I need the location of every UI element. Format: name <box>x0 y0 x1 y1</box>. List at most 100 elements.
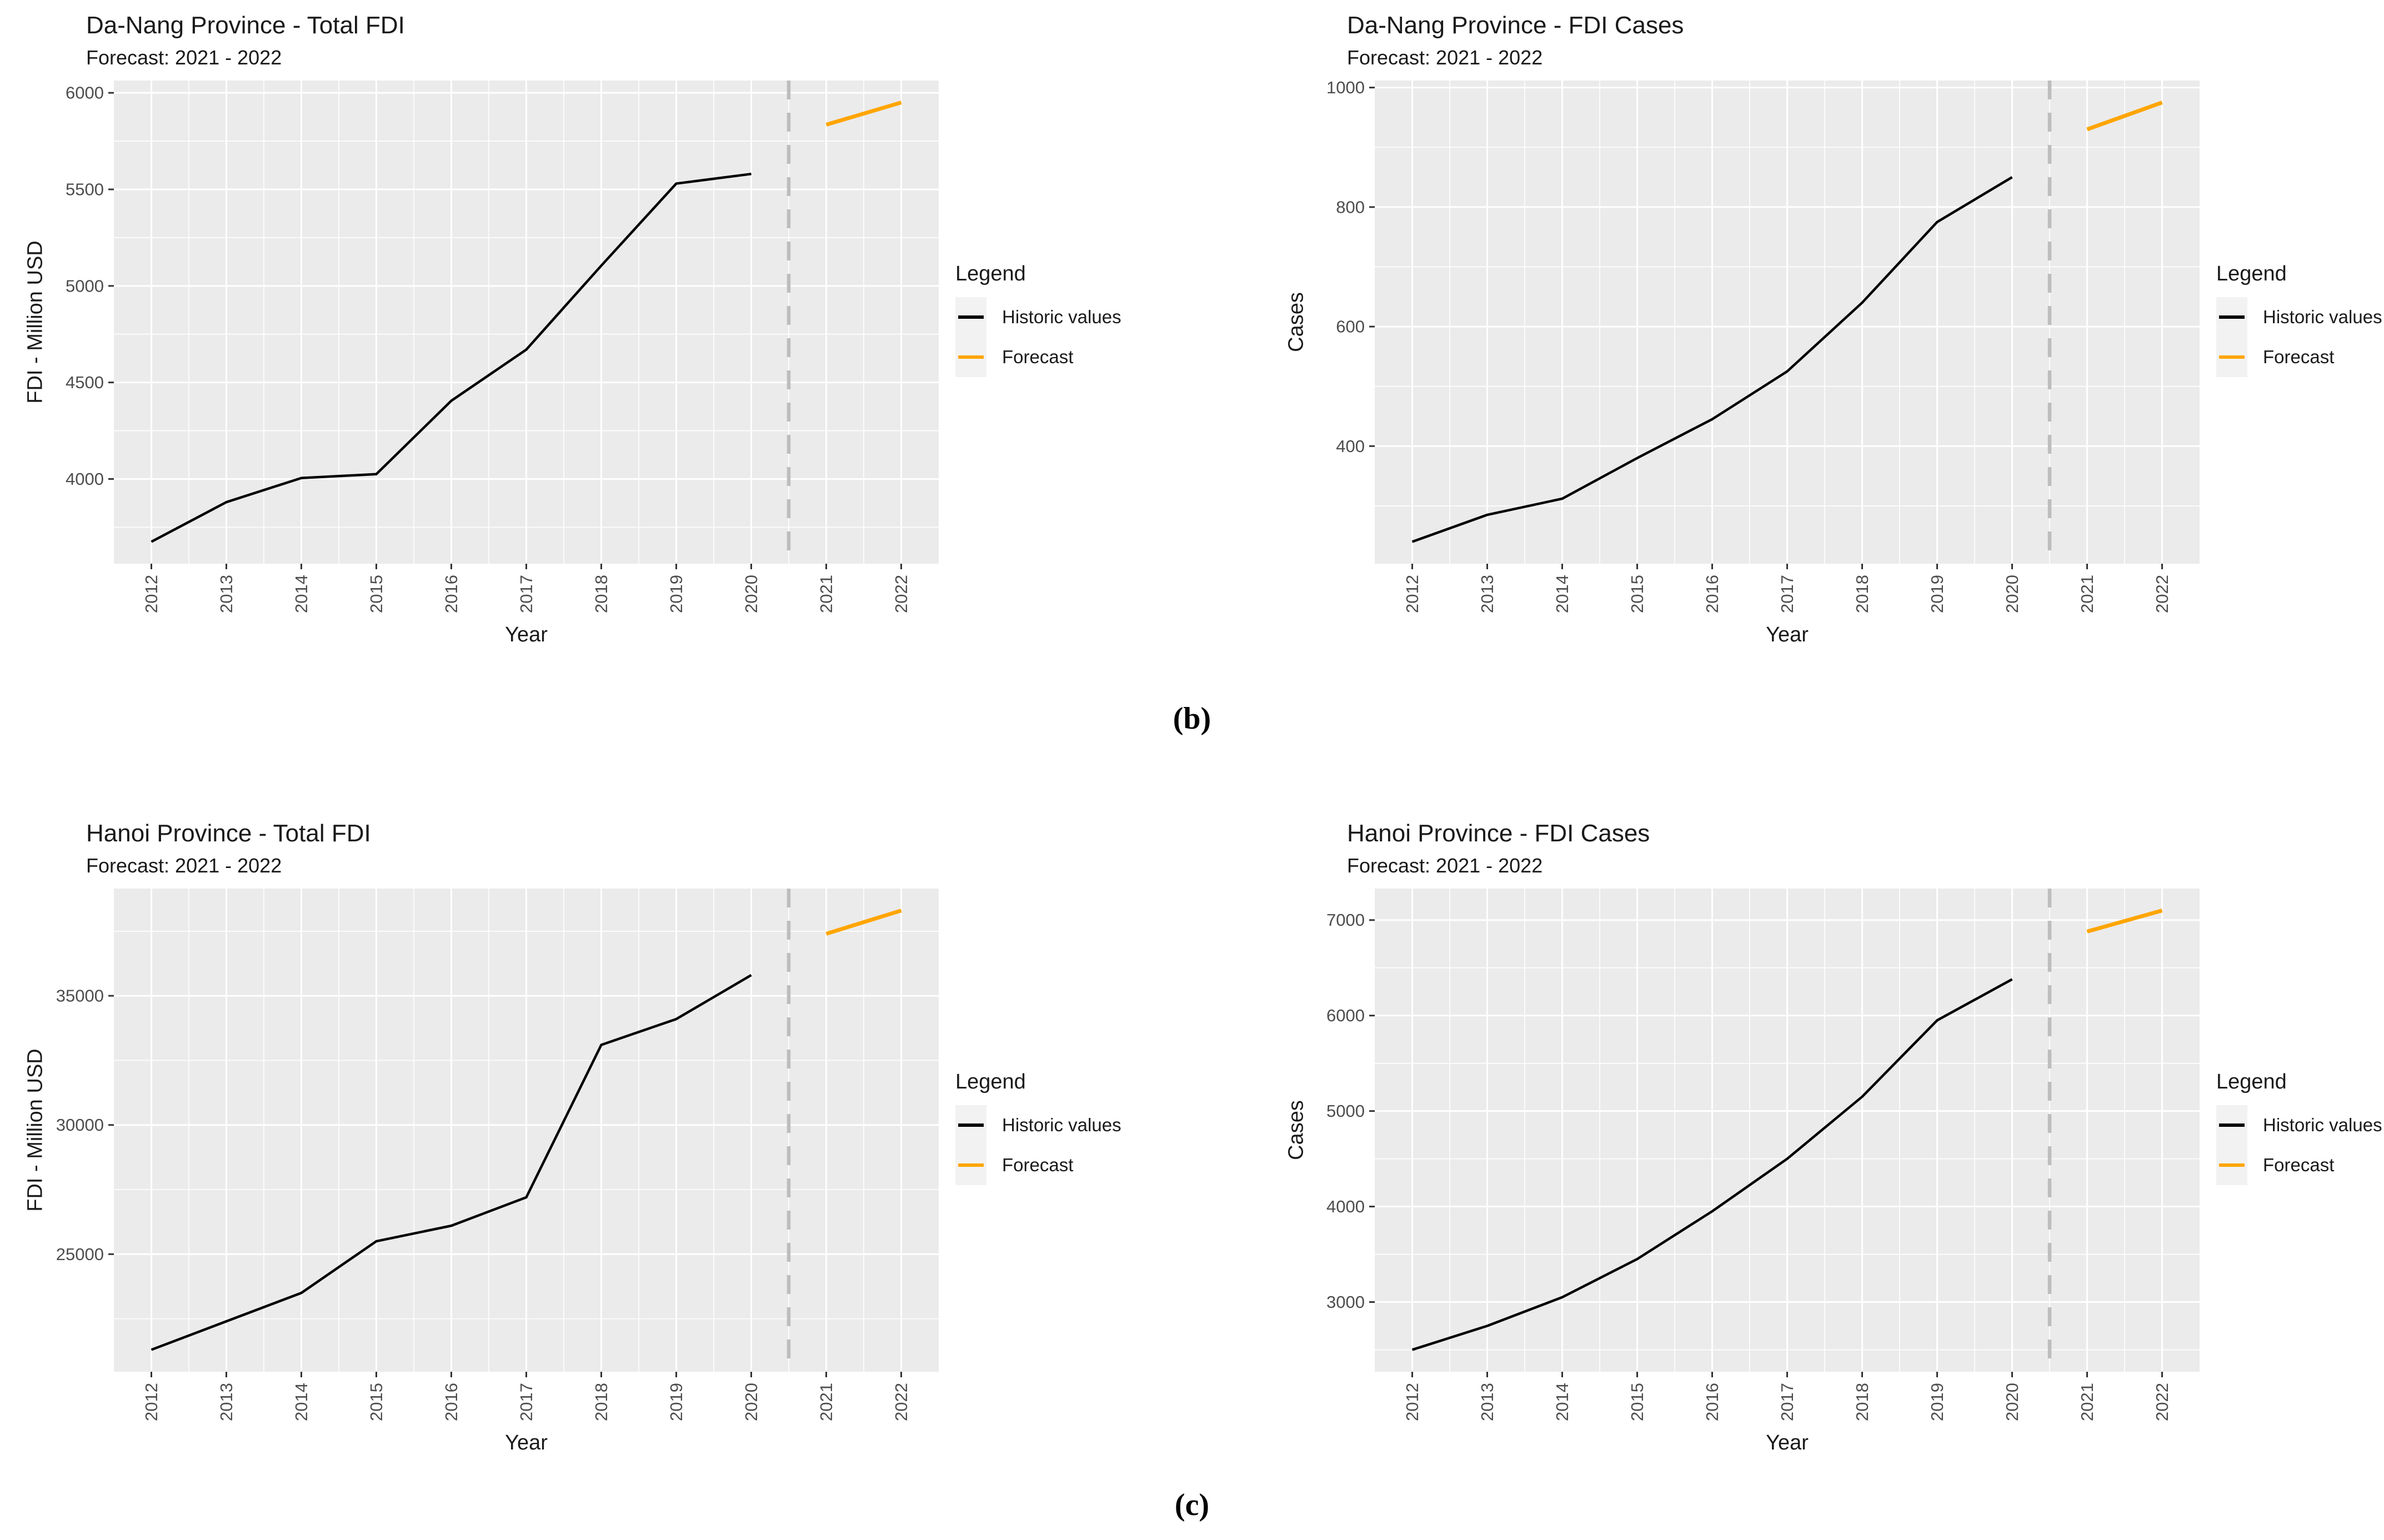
x-axis-title: Year <box>1766 1431 1809 1454</box>
chart-hanoi-total-fdi: 2012 2013 2014 2015 2016 2017 2018 2019 2020 2021… <box>17 814 1211 1469</box>
legend: Legend Historic values Forecast <box>2216 262 2384 377</box>
x-tick-label: 2017 <box>517 575 536 613</box>
historic-line-key <box>955 1105 986 1145</box>
legend-item-historic: Historic values <box>955 1105 1205 1145</box>
y-tick-label: 6000 <box>66 83 104 103</box>
chart-subtitle: Forecast: 2021 - 2022 <box>1347 46 1543 69</box>
figure-label-c: (c) <box>1174 1488 1210 1522</box>
historic-key-line-icon <box>958 315 984 319</box>
legend-keys: Historic values Forecast <box>955 297 1205 377</box>
y-tick-label: 5000 <box>66 276 104 295</box>
x-tick-label: 2018 <box>1852 575 1872 613</box>
historic-line <box>1411 176 2013 543</box>
x-tick-label: 2019 <box>667 1383 686 1421</box>
x-tick-label: 2016 <box>442 575 461 613</box>
legend: Legend Historic values Forecast <box>2216 1070 2384 1185</box>
legend-label: Forecast <box>1002 1155 1074 1175</box>
x-tick-label: 2012 <box>1403 1383 1422 1421</box>
x-tick-label: 2017 <box>517 1383 536 1421</box>
x-tick-label: 2012 <box>142 575 161 613</box>
chart-subtitle: Forecast: 2021 - 2022 <box>1347 854 1543 877</box>
danang-total-fdi-plot: 2012 2013 2014 2015 2016 2017 2018 2019 2020 2021… <box>66 81 939 613</box>
chart-title: Hanoi Province - Total FDI <box>86 820 371 847</box>
y-tick-label: 1000 <box>1326 78 1365 97</box>
legend: Legend Historic values Forecast <box>955 1070 1205 1185</box>
legend-keys: Historic values Forecast <box>955 1105 1205 1185</box>
x-axis-title: Year <box>505 623 548 646</box>
y-tick-label: 600 <box>1336 317 1365 337</box>
x-tick-label: 2014 <box>292 1383 311 1421</box>
x-tick-label: 2020 <box>2002 1383 2022 1421</box>
x-tick-label: 2013 <box>1478 575 1497 613</box>
y-axis-title: Cases <box>1284 1100 1308 1160</box>
x-tick-label: 2013 <box>1478 1383 1497 1421</box>
y-tick-label: 4000 <box>1326 1197 1365 1216</box>
legend-item-historic: Historic values <box>955 297 1205 337</box>
chart-hanoi-fdi-cases: 2012 2013 2014 2015 2016 2017 2018 2019 2020 2021… <box>1278 814 2384 1469</box>
x-tick-label: 2022 <box>2152 575 2172 613</box>
x-tick-label: 2014 <box>1552 575 1572 613</box>
historic-line-key <box>955 297 986 337</box>
y-tick-label: 7000 <box>1326 910 1365 930</box>
y-tick-label: 3000 <box>1326 1292 1365 1312</box>
legend-label: Historic values <box>1002 307 1121 327</box>
historic-line-key <box>2216 1105 2247 1145</box>
chart-subtitle: Forecast: 2021 - 2022 <box>86 854 282 877</box>
forecast-line <box>2086 101 2163 132</box>
legend-title: Legend <box>2216 262 2287 285</box>
x-tick-label: 2018 <box>1852 1383 1872 1421</box>
legend-item-forecast: Forecast <box>955 1145 1205 1185</box>
x-tick-label: 2016 <box>1702 575 1722 613</box>
forecast-line-key <box>2216 337 2247 377</box>
legend-label: Forecast <box>2263 1155 2335 1175</box>
x-tick-label: 2014 <box>292 575 311 613</box>
legend-title: Legend <box>955 1070 1026 1093</box>
x-tick-label: 2020 <box>742 1383 761 1421</box>
x-tick-label: 2021 <box>817 1383 836 1421</box>
x-tick-label: 2015 <box>1627 1383 1647 1421</box>
legend-label: Forecast <box>1002 347 1074 367</box>
historic-key-line-icon <box>2219 1123 2245 1127</box>
x-tick-label: 2017 <box>1777 1383 1797 1421</box>
legend-label: Historic values <box>2263 307 2382 327</box>
x-tick-label: 2020 <box>742 575 761 613</box>
x-tick-label: 2021 <box>817 575 836 613</box>
x-tick-label: 2013 <box>217 1383 236 1421</box>
forecast-key-line-icon <box>958 355 984 359</box>
historic-key-line-icon <box>958 1123 984 1127</box>
y-axis-title: FDI - Million USD <box>23 240 47 404</box>
forecast-line-key <box>955 337 986 377</box>
chart-danang-total-fdi: 2012 2013 2014 2015 2016 2017 2018 2019 2020 2021… <box>17 6 1211 661</box>
forecast-line <box>825 101 902 127</box>
x-tick-label: 2015 <box>367 1383 386 1421</box>
y-tick-label: 4500 <box>66 373 104 392</box>
forecast-key-line-icon <box>958 1163 984 1167</box>
historic-key-line-icon <box>2219 315 2245 319</box>
historic-line <box>151 974 752 1351</box>
forecast-line-key <box>2216 1145 2247 1185</box>
legend-label: Historic values <box>1002 1115 1121 1135</box>
x-axis-title: Year <box>505 1431 548 1454</box>
forecast-line <box>825 909 902 936</box>
x-tick-label: 2014 <box>1552 1383 1572 1421</box>
y-tick-label: 35000 <box>56 986 104 1006</box>
x-tick-label: 2013 <box>217 575 236 613</box>
y-tick-label: 25000 <box>56 1245 104 1264</box>
historic-line-key <box>2216 297 2247 337</box>
y-tick-label: 5500 <box>66 179 104 199</box>
legend-label: Forecast <box>2263 347 2335 367</box>
x-tick-label: 2017 <box>1777 575 1797 613</box>
legend-item-forecast: Forecast <box>955 337 1205 377</box>
forecast-key-line-icon <box>2219 1163 2245 1167</box>
forecast-key-line-icon <box>2219 355 2245 359</box>
legend-title: Legend <box>955 262 1026 285</box>
legend-item-forecast: Forecast <box>2216 337 2384 377</box>
forecast-line-key <box>955 1145 986 1185</box>
x-tick-label: 2018 <box>592 575 611 613</box>
x-tick-label: 2018 <box>592 1383 611 1421</box>
x-tick-label: 2019 <box>1927 575 1947 613</box>
y-tick-label: 400 <box>1336 437 1365 456</box>
legend-item-historic: Historic values <box>2216 1105 2384 1145</box>
legend-keys: Historic values Forecast <box>2216 1105 2384 1185</box>
chart-title: Hanoi Province - FDI Cases <box>1347 820 1650 847</box>
